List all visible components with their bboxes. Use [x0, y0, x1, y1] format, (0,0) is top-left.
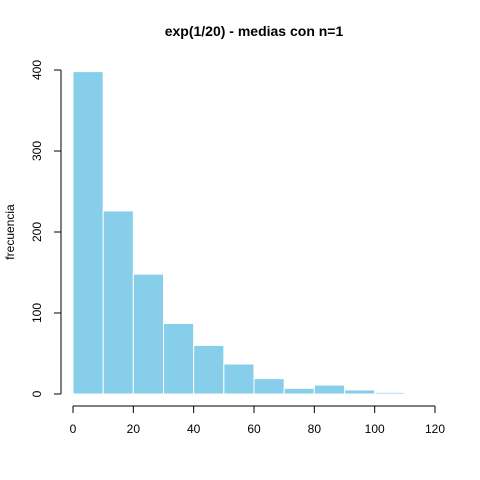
histogram-bar [374, 391, 406, 395]
histogram-bar [72, 71, 104, 395]
x-tick-label: 20 [127, 422, 141, 436]
x-tick-label: 0 [70, 422, 77, 436]
chart-title: exp(1/20) - medias con n=1 [165, 23, 344, 39]
x-tick-label: 120 [425, 422, 445, 436]
histogram-bar [102, 210, 134, 395]
x-tick-label: 40 [187, 422, 201, 436]
histogram-bar [283, 387, 315, 395]
histogram-bar [253, 378, 285, 395]
histogram-bar [132, 273, 164, 395]
histogram-bar [313, 384, 346, 395]
histogram-bar [223, 363, 255, 395]
y-tick-label: 0 [30, 390, 44, 397]
y-tick-label: 200 [30, 222, 44, 242]
histogram-bar [193, 344, 225, 395]
y-tick-label: 100 [30, 303, 44, 323]
x-tick-label: 100 [365, 422, 385, 436]
x-axis: 0 20 40 60 80 100 120 [70, 405, 445, 436]
histogram-bar [163, 323, 195, 395]
bars-group [72, 71, 406, 395]
y-tick-label: 400 [30, 60, 44, 80]
y-tick-label: 300 [30, 141, 44, 161]
x-tick-label: 60 [247, 422, 261, 436]
y-axis: 0 100 200 300 400 [30, 60, 62, 397]
histogram-bar [344, 389, 376, 395]
y-axis-label: frecuencia [3, 204, 17, 260]
x-tick-label: 80 [308, 422, 322, 436]
